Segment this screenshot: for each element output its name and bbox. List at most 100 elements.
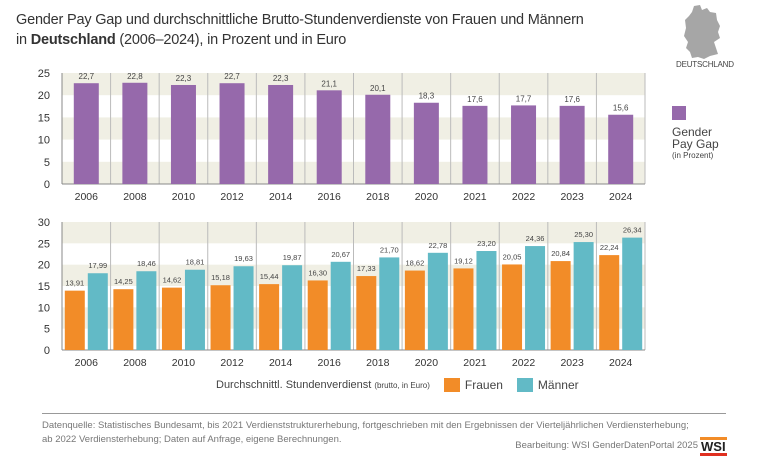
x-tick-label: 2014 — [269, 191, 293, 203]
gap-value-label: 22,8 — [127, 72, 143, 81]
maenner-bar — [87, 273, 108, 350]
gap-bar — [170, 84, 196, 184]
gap-bar — [316, 90, 342, 184]
gap-value-label: 20,1 — [370, 84, 386, 93]
x-tick-label: 2012 — [220, 191, 244, 203]
map-label: DEUTSCHLAND — [676, 60, 734, 69]
source-line-2: ab 2022 Verdiensterhebung; Daten auf Anf… — [42, 434, 342, 445]
x-tick-label: 2020 — [415, 357, 439, 369]
wsi-logo: WSI — [700, 437, 727, 456]
x-tick-label: 2006 — [75, 357, 99, 369]
gap-bar — [559, 105, 585, 184]
frauen-bar — [259, 284, 280, 350]
x-tick-label: 2023 — [560, 191, 584, 203]
x-tick-label: 2006 — [75, 191, 99, 203]
frauen-bar — [210, 285, 231, 350]
earnings-legend-title: Durchschnittl. Stundenverdienst — [216, 379, 372, 391]
maenner-value-label: 19,87 — [283, 253, 302, 262]
maenner-bar — [573, 242, 594, 350]
x-tick-label: 2010 — [172, 191, 196, 203]
gap-value-label: 22,7 — [79, 72, 95, 81]
maenner-bar — [476, 251, 497, 350]
maenner-bar — [622, 237, 643, 350]
gap-bar — [365, 94, 391, 184]
maenner-bar — [525, 246, 546, 350]
gap-bar — [413, 102, 439, 184]
x-tick-label: 2024 — [609, 357, 633, 369]
frauen-bar — [550, 261, 571, 350]
maenner-bar — [427, 252, 448, 350]
frauen-bar — [502, 264, 523, 350]
y-tick-label: 25 — [38, 238, 50, 250]
gap-bar — [608, 114, 634, 184]
x-tick-label: 2008 — [123, 357, 147, 369]
gap-value-label: 17,6 — [467, 95, 483, 104]
maenner-value-label: 20,67 — [331, 250, 350, 259]
maenner-value-label: 18,81 — [186, 258, 205, 267]
gap-value-label: 15,6 — [613, 104, 629, 113]
gap-value-label: 18,3 — [419, 92, 435, 101]
y-tick-label: 30 — [38, 217, 50, 229]
frauen-value-label: 20,05 — [503, 252, 522, 261]
maenner-legend-label: Männer — [537, 378, 579, 392]
frauen-value-label: 16,30 — [308, 268, 327, 277]
earnings-legend: Durchschnittl. Stundenverdienst (brutto,… — [216, 378, 593, 392]
frauen-bar — [161, 287, 182, 350]
x-tick-label: 2016 — [318, 191, 342, 203]
footer-divider — [42, 413, 726, 414]
maenner-value-label: 25,30 — [574, 230, 593, 239]
frauen-bar — [307, 280, 328, 350]
chart-title: Gender Pay Gap und durchschnittliche Bru… — [16, 10, 584, 50]
x-tick-label: 2008 — [123, 191, 147, 203]
gap-bar — [511, 105, 537, 184]
y-tick-label: 20 — [38, 90, 50, 102]
x-tick-label: 2022 — [512, 191, 536, 203]
x-tick-label: 2024 — [609, 191, 633, 203]
maenner-value-label: 18,46 — [137, 259, 156, 268]
maenner-bar — [282, 265, 303, 350]
germany-map-icon — [684, 5, 720, 59]
source-note: Datenquelle: Statistisches Bundesamt, bi… — [42, 419, 742, 447]
gap-bar — [73, 83, 99, 184]
frauen-value-label: 14,25 — [114, 277, 133, 286]
x-tick-label: 2020 — [415, 191, 439, 203]
y-tick-label: 15 — [38, 281, 50, 293]
frauen-value-label: 19,12 — [454, 256, 473, 265]
maenner-value-label: 23,20 — [477, 239, 496, 248]
maenner-bar — [379, 257, 400, 350]
y-tick-label: 5 — [44, 324, 50, 336]
y-tick-label: 20 — [38, 260, 50, 272]
title-line-2: in Deutschland (2006–2024), in Prozent u… — [16, 30, 584, 50]
title-line-1: Gender Pay Gap und durchschnittliche Bru… — [16, 12, 584, 28]
x-tick-label: 2022 — [512, 357, 536, 369]
frauen-bar — [453, 268, 474, 350]
x-tick-label: 2010 — [172, 357, 196, 369]
maenner-bar — [136, 271, 157, 350]
x-tick-label: 2012 — [220, 357, 244, 369]
x-tick-label: 2021 — [463, 357, 487, 369]
y-tick-label: 0 — [44, 179, 50, 191]
x-tick-label: 2018 — [366, 357, 390, 369]
y-tick-label: 25 — [38, 68, 50, 80]
gap-value-label: 22,3 — [273, 74, 289, 83]
maenner-bar — [330, 261, 351, 350]
x-tick-label: 2021 — [463, 191, 487, 203]
gap-bar — [122, 82, 148, 184]
x-tick-label: 2023 — [560, 357, 584, 369]
gap-legend-label-2: Pay Gap — [672, 137, 719, 151]
source-line-1: Datenquelle: Statistisches Bundesamt, bi… — [42, 420, 689, 431]
gap-value-label: 22,7 — [224, 72, 240, 81]
frauen-bar — [356, 276, 377, 350]
frauen-value-label: 18,62 — [405, 259, 424, 268]
maenner-value-label: 24,36 — [526, 234, 545, 243]
frauen-value-label: 15,18 — [211, 273, 230, 282]
y-tick-label: 10 — [38, 302, 50, 314]
frauen-value-label: 20,84 — [551, 249, 570, 258]
y-tick-label: 5 — [44, 157, 50, 169]
frauen-value-label: 17,33 — [357, 264, 376, 273]
credit: Bearbeitung: WSI GenderDatenPortal 2025 — [515, 440, 698, 451]
frauen-value-label: 13,91 — [65, 279, 84, 288]
frauen-value-label: 22,24 — [600, 243, 619, 252]
title-prefix: in — [16, 32, 31, 48]
